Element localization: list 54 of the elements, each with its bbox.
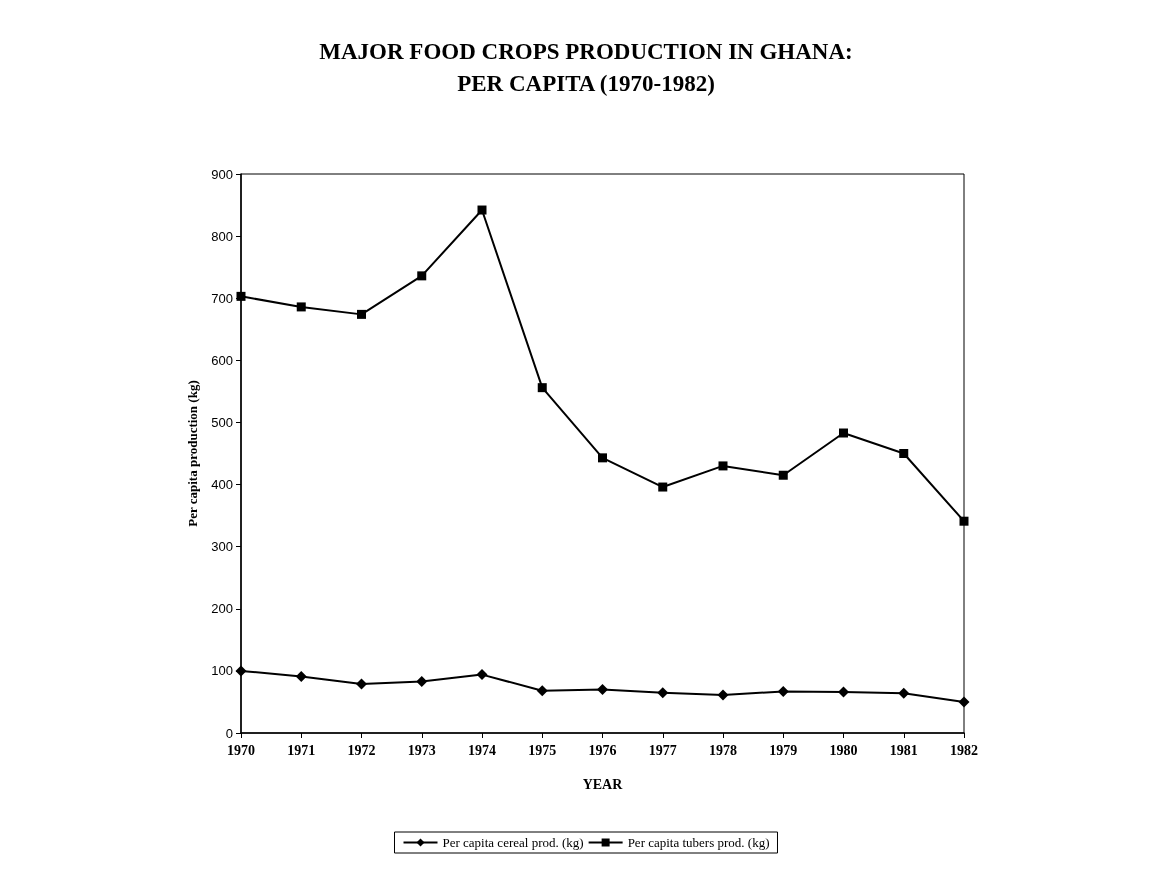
point bbox=[899, 449, 909, 458]
x-axis-title: YEAR bbox=[582, 776, 624, 792]
x-tick-label: 1980 bbox=[829, 742, 858, 758]
point bbox=[658, 482, 668, 492]
point bbox=[958, 696, 970, 708]
y-tick-label: 600 bbox=[211, 352, 233, 368]
x-tick-label: 1976 bbox=[588, 742, 617, 758]
point bbox=[778, 470, 788, 480]
x-tick-label: 1975 bbox=[528, 742, 557, 758]
y-tick-label: 400 bbox=[211, 477, 233, 493]
point bbox=[597, 684, 608, 696]
y-tick-label: 500 bbox=[211, 414, 233, 430]
legend-label: Per capita tubers prod. (kg) bbox=[627, 835, 770, 850]
y-tick-label: 900 bbox=[211, 166, 233, 182]
point bbox=[357, 309, 366, 319]
point bbox=[598, 453, 607, 463]
point bbox=[477, 205, 487, 215]
point bbox=[898, 687, 910, 699]
legend-label: Per capita cereal prod. (kg) bbox=[442, 835, 584, 850]
point bbox=[417, 271, 427, 281]
point bbox=[839, 428, 848, 438]
point bbox=[296, 302, 306, 312]
y-axis-title: Per capita production (kg) bbox=[185, 380, 200, 527]
point bbox=[536, 685, 548, 697]
point bbox=[777, 685, 789, 697]
y-tick-label: 0 bbox=[225, 725, 233, 741]
point bbox=[718, 461, 728, 471]
y-tick-label: 200 bbox=[211, 601, 233, 617]
point bbox=[476, 669, 488, 681]
point bbox=[235, 665, 247, 677]
point bbox=[959, 516, 969, 526]
point bbox=[838, 686, 849, 698]
x-tick-label: 1974 bbox=[468, 742, 496, 758]
x-tick-label: 1971 bbox=[287, 742, 316, 758]
y-tick-label: 100 bbox=[211, 663, 233, 679]
y-tick-label: 300 bbox=[211, 539, 233, 555]
x-tick-label: 1973 bbox=[407, 742, 436, 758]
x-tick-label: 1979 bbox=[769, 742, 798, 758]
y-tick-label: 800 bbox=[211, 228, 233, 244]
x-tick-label: 1978 bbox=[709, 742, 737, 758]
x-tick-label: 1972 bbox=[347, 742, 376, 758]
point bbox=[717, 689, 729, 701]
point bbox=[416, 675, 428, 687]
chart-title: MAJOR FOOD CROPS PRODUCTION IN GHANA: PER CAPITA (1970-1982) bbox=[319, 38, 853, 96]
x-tick-label: 1970 bbox=[227, 742, 255, 758]
x-tick-label: 1977 bbox=[648, 742, 677, 758]
x-tick-label: 1981 bbox=[889, 742, 918, 758]
y-tick-label: 700 bbox=[211, 290, 233, 306]
point bbox=[537, 383, 547, 393]
point bbox=[657, 687, 669, 699]
point bbox=[356, 678, 367, 690]
x-tick-label: 1982 bbox=[950, 742, 978, 758]
point bbox=[236, 291, 246, 301]
point bbox=[295, 670, 307, 682]
